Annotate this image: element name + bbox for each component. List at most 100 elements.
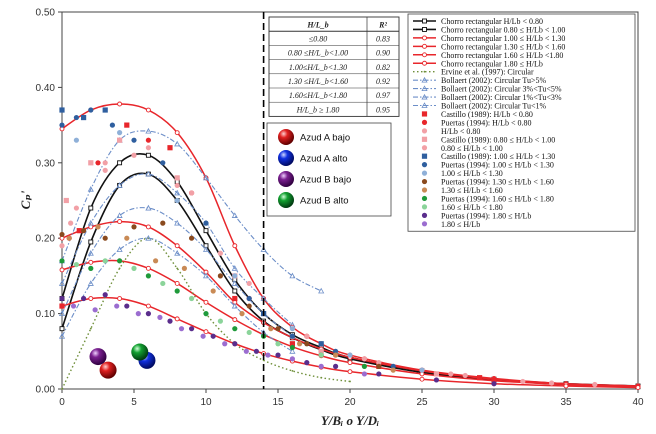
data-point-24 <box>361 371 367 377</box>
data-point-22 <box>275 341 281 347</box>
series-marker-10 <box>87 280 94 286</box>
series-marker-5 <box>117 296 123 301</box>
series-marker-7 <box>174 140 181 147</box>
data-point-17 <box>109 122 115 128</box>
azud-markers <box>89 343 156 379</box>
legend-marker-swatch <box>422 52 427 58</box>
data-point-23 <box>167 318 173 324</box>
data-point-21 <box>88 265 94 271</box>
data-point-11 <box>76 228 82 234</box>
data-point-22 <box>131 265 137 271</box>
data-point-14 <box>63 197 69 204</box>
legend-entry-label: Ervine et al. (1997): Circular <box>441 68 534 77</box>
data-point-17 <box>390 363 396 369</box>
r2-table-header: H/L_b <box>306 21 328 30</box>
legend-marker-swatch <box>422 18 427 24</box>
series-marker-4 <box>59 267 65 273</box>
data-point-20 <box>153 258 159 264</box>
y-tick-label: 0.10 <box>36 309 56 320</box>
data-point-15 <box>549 380 555 386</box>
data-point-18 <box>347 352 353 358</box>
data-point-15 <box>102 160 108 166</box>
r2-table-cell: H/L_b ≥ 1.80 <box>296 105 340 114</box>
legend-entry-label: Chorro rectangular H/Lb < 0.80 <box>441 17 543 26</box>
x-tick-label: 25 <box>416 397 428 408</box>
series-marker-9 <box>116 212 123 218</box>
series-marker-1 <box>145 152 151 158</box>
series-marker-10 <box>289 348 296 354</box>
data-point-23 <box>333 363 339 369</box>
series-marker-7 <box>202 174 210 181</box>
series-marker-1 <box>117 160 123 166</box>
legend-entry-label: Puertas (1994): H/Lb < 0.80 <box>441 118 532 127</box>
data-point-22 <box>189 295 195 302</box>
data-point-21 <box>232 326 238 332</box>
data-point-21 <box>203 311 209 317</box>
series-marker-7 <box>260 246 267 252</box>
data-point-23 <box>491 381 497 387</box>
data-point-23 <box>253 348 259 354</box>
legend-entry-label: Castillo (1989): 1.00 ≤ H/Lb < 1.30 <box>441 152 555 161</box>
series-marker-10 <box>58 332 66 339</box>
y-axis: 0.00 0.10 0.20 0.30 0.40 0.50 <box>36 8 62 396</box>
azud-legend-label: Azud B bajo <box>300 175 351 186</box>
data-point-24 <box>243 348 249 354</box>
series-marker-8 <box>116 182 123 188</box>
series-line-9 <box>61 207 293 337</box>
r2-table-cell: 1.60≤H/L_b<1.80 <box>289 91 347 100</box>
data-point-13 <box>131 152 137 158</box>
data-point-21 <box>117 258 123 264</box>
data-point-16 <box>59 107 65 113</box>
data-point-24 <box>318 363 324 369</box>
series-marker-7 <box>289 272 296 279</box>
r2-table-cell: 0.82 <box>376 63 390 72</box>
data-point-17 <box>160 160 166 166</box>
r2-table-cell: 0.80 ≤H/L_b<1.00 <box>288 49 348 58</box>
data-point-11 <box>167 145 173 151</box>
legend-marker-swatch <box>421 212 428 218</box>
legend-marker-swatch <box>421 76 428 83</box>
y-axis-label: Cₚ' <box>18 190 33 209</box>
data-point-18 <box>174 197 180 204</box>
series-marker-6 <box>176 267 179 270</box>
legend-entry-label: Chorro rectangular 1.80 ≤ H/Lb <box>441 59 543 68</box>
r2-table-cell: ≤0.80 <box>309 34 327 43</box>
data-point-24 <box>135 311 141 317</box>
data-point-22 <box>102 258 108 264</box>
data-point-15 <box>189 190 195 196</box>
azud-legend-sphere <box>278 150 294 166</box>
y-tick-label: 0.40 <box>36 83 56 94</box>
legend-entry-label: Puertas (1994): 1.00 ≤ H/Lb < 1.30 <box>441 161 554 170</box>
series-marker-7 <box>318 287 325 294</box>
series-marker-3 <box>174 243 180 249</box>
r2-table-cell: 0.83 <box>376 34 390 43</box>
x-tick-label: 0 <box>59 397 65 408</box>
data-point-20 <box>66 235 72 241</box>
data-point-16 <box>318 341 324 347</box>
data-point-21 <box>174 288 180 294</box>
series-marker-5 <box>635 385 641 390</box>
data-point-20 <box>181 265 187 271</box>
legend-entry-label: Puertas (1994): 1.30 ≤ H/Lb < 1.60 <box>441 178 554 187</box>
r2-table-cell: 1.00≤H/L_b<1.30 <box>289 63 347 72</box>
data-point-18 <box>232 273 238 279</box>
series-marker-8 <box>145 170 152 177</box>
legend-marker-swatch <box>422 27 427 32</box>
data-point-14 <box>174 175 180 181</box>
data-point-23 <box>232 341 238 347</box>
series-marker-5 <box>347 369 353 375</box>
data-point-14 <box>117 137 123 143</box>
data-point-15 <box>361 356 367 362</box>
series-marker-2 <box>232 243 238 249</box>
legend-marker-swatch <box>421 178 428 185</box>
data-point-22 <box>160 280 166 287</box>
series-marker-7 <box>231 212 238 218</box>
data-point-17 <box>333 348 339 354</box>
series-line-2 <box>61 103 639 387</box>
series-marker-4 <box>347 360 353 366</box>
data-point-17 <box>73 114 79 121</box>
series-marker-4 <box>88 259 94 265</box>
legend-entry-label: 1.00 ≤ H/Lb < 1.30 <box>441 169 503 178</box>
azud-legend-sphere <box>278 171 294 187</box>
series-marker-9 <box>174 219 181 226</box>
